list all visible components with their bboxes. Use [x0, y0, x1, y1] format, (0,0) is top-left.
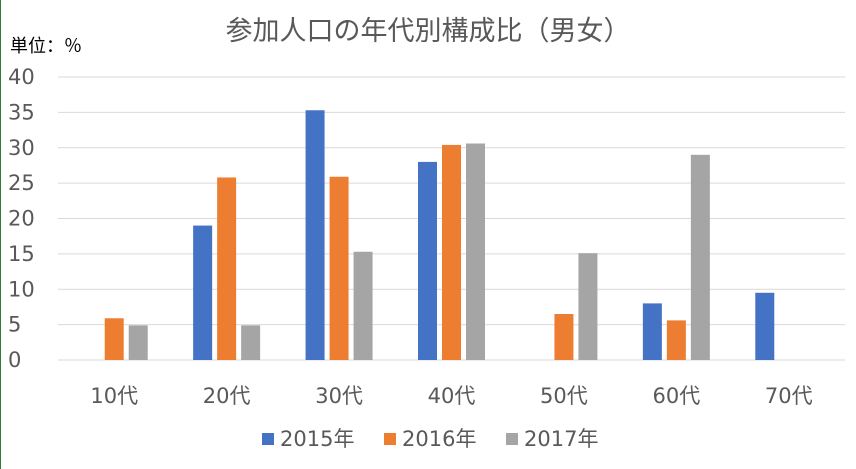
- bar-40代-2017年: [466, 143, 485, 360]
- x-category-label: 10代: [90, 384, 138, 408]
- bar-40代-2016年: [442, 144, 461, 360]
- bar-50代-2016年: [554, 314, 574, 360]
- bar-20代-2015年: [193, 225, 213, 360]
- legend-label: 2016年: [402, 427, 476, 451]
- y-tick-label: 5: [8, 313, 21, 337]
- y-tick-label: 25: [8, 171, 35, 195]
- bar-10代-2016年: [104, 318, 124, 360]
- x-category-label: 50代: [540, 384, 588, 408]
- bar-10代-2017年: [128, 325, 148, 360]
- y-tick-label: 20: [8, 207, 35, 231]
- legend-swatch: [262, 433, 274, 445]
- bar-30代-2017年: [353, 251, 373, 360]
- chart-title: 参加人口の年代別構成比（男女）: [226, 16, 631, 47]
- legend-label: 2015年: [280, 427, 354, 451]
- bars: [104, 110, 775, 360]
- legend-label: 2017年: [524, 427, 598, 451]
- bar-40代-2015年: [418, 161, 437, 360]
- x-category-label: 30代: [315, 384, 363, 408]
- bar-30代-2016年: [329, 176, 349, 360]
- legend-swatch: [384, 433, 396, 445]
- bar-20代-2016年: [217, 177, 237, 360]
- y-tick-label: 15: [8, 242, 35, 266]
- x-axis-categories: 10代 20代 30代 40代 50代 60代 70代: [90, 384, 812, 408]
- bar-70代-2015年: [755, 292, 775, 360]
- bar-20代-2017年: [241, 325, 261, 360]
- unit-label: 単位：％: [10, 36, 82, 57]
- bar-50代-2017年: [578, 253, 598, 360]
- bar-60代-2016年: [666, 320, 686, 360]
- legend: 2015年 2016年 2017年: [262, 427, 598, 451]
- y-tick-label: 35: [8, 100, 35, 124]
- bar-60代-2015年: [642, 303, 662, 360]
- y-tick-label: 0: [8, 348, 21, 372]
- x-category-label: 20代: [203, 384, 251, 408]
- bar-60代-2017年: [690, 154, 710, 360]
- x-category-label: 40代: [428, 384, 476, 408]
- gridlines: [58, 76, 845, 361]
- x-category-label: 70代: [765, 384, 813, 408]
- x-category-label: 60代: [652, 384, 700, 408]
- y-tick-label: 10: [8, 277, 35, 301]
- window-edge-line: [0, 0, 1, 469]
- y-axis-ticks: 0 5 10 15 20 25 30 35 40: [8, 65, 35, 372]
- y-tick-label: 30: [8, 136, 35, 160]
- y-tick-label: 40: [8, 65, 35, 89]
- bar-30代-2015年: [305, 110, 325, 360]
- legend-swatch: [506, 433, 518, 445]
